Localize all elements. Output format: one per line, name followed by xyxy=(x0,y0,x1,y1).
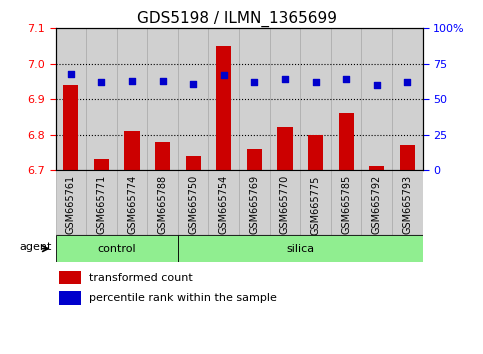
Text: percentile rank within the sample: percentile rank within the sample xyxy=(88,293,276,303)
Point xyxy=(373,82,381,88)
Text: GSM665788: GSM665788 xyxy=(157,175,168,234)
Text: agent: agent xyxy=(19,242,52,252)
Bar xyxy=(300,170,331,235)
Bar xyxy=(147,28,178,170)
Bar xyxy=(361,170,392,235)
Bar xyxy=(147,170,178,235)
Bar xyxy=(56,170,86,235)
Text: GDS5198 / ILMN_1365699: GDS5198 / ILMN_1365699 xyxy=(137,11,337,27)
Point xyxy=(403,79,411,85)
Bar xyxy=(125,131,140,170)
Bar xyxy=(94,159,109,170)
Bar xyxy=(63,85,78,170)
Bar xyxy=(331,28,361,170)
Bar xyxy=(270,28,300,170)
Bar xyxy=(209,170,239,235)
Bar xyxy=(369,166,384,170)
Bar xyxy=(178,235,423,262)
Point xyxy=(98,79,105,85)
Text: GSM665754: GSM665754 xyxy=(219,175,229,234)
Bar xyxy=(361,28,392,170)
Bar xyxy=(239,170,270,235)
Bar xyxy=(56,235,178,262)
Bar xyxy=(59,270,81,285)
Point xyxy=(67,71,75,76)
Text: silica: silica xyxy=(286,244,314,254)
Bar xyxy=(178,28,209,170)
Bar xyxy=(56,28,86,170)
Text: GSM665792: GSM665792 xyxy=(372,175,382,234)
Text: control: control xyxy=(98,244,136,254)
Bar xyxy=(339,113,354,170)
Point xyxy=(281,76,289,82)
Text: GSM665785: GSM665785 xyxy=(341,175,351,234)
Bar xyxy=(117,28,147,170)
Bar xyxy=(270,170,300,235)
Bar xyxy=(117,170,147,235)
Bar xyxy=(277,127,293,170)
Text: GSM665774: GSM665774 xyxy=(127,175,137,234)
Bar xyxy=(209,28,239,170)
Text: GSM665771: GSM665771 xyxy=(97,175,106,234)
Bar xyxy=(155,142,170,170)
Text: GSM665770: GSM665770 xyxy=(280,175,290,234)
Text: GSM665761: GSM665761 xyxy=(66,175,76,234)
Text: GSM665775: GSM665775 xyxy=(311,175,321,235)
Point xyxy=(128,78,136,84)
Bar xyxy=(392,28,423,170)
Bar xyxy=(59,291,81,305)
Point xyxy=(312,79,319,85)
Point xyxy=(159,78,167,84)
Bar xyxy=(247,149,262,170)
Bar xyxy=(185,156,201,170)
Point xyxy=(251,79,258,85)
Point xyxy=(220,72,227,78)
Bar xyxy=(86,170,117,235)
Text: GSM665793: GSM665793 xyxy=(402,175,412,234)
Bar xyxy=(86,28,117,170)
Bar xyxy=(178,170,209,235)
Bar xyxy=(331,170,361,235)
Bar xyxy=(308,135,323,170)
Point xyxy=(342,76,350,82)
Bar xyxy=(392,170,423,235)
Text: GSM665750: GSM665750 xyxy=(188,175,198,234)
Text: GSM665769: GSM665769 xyxy=(249,175,259,234)
Bar xyxy=(400,145,415,170)
Bar xyxy=(239,28,270,170)
Point xyxy=(189,81,197,86)
Bar xyxy=(216,46,231,170)
Text: transformed count: transformed count xyxy=(88,273,192,282)
Bar xyxy=(300,28,331,170)
